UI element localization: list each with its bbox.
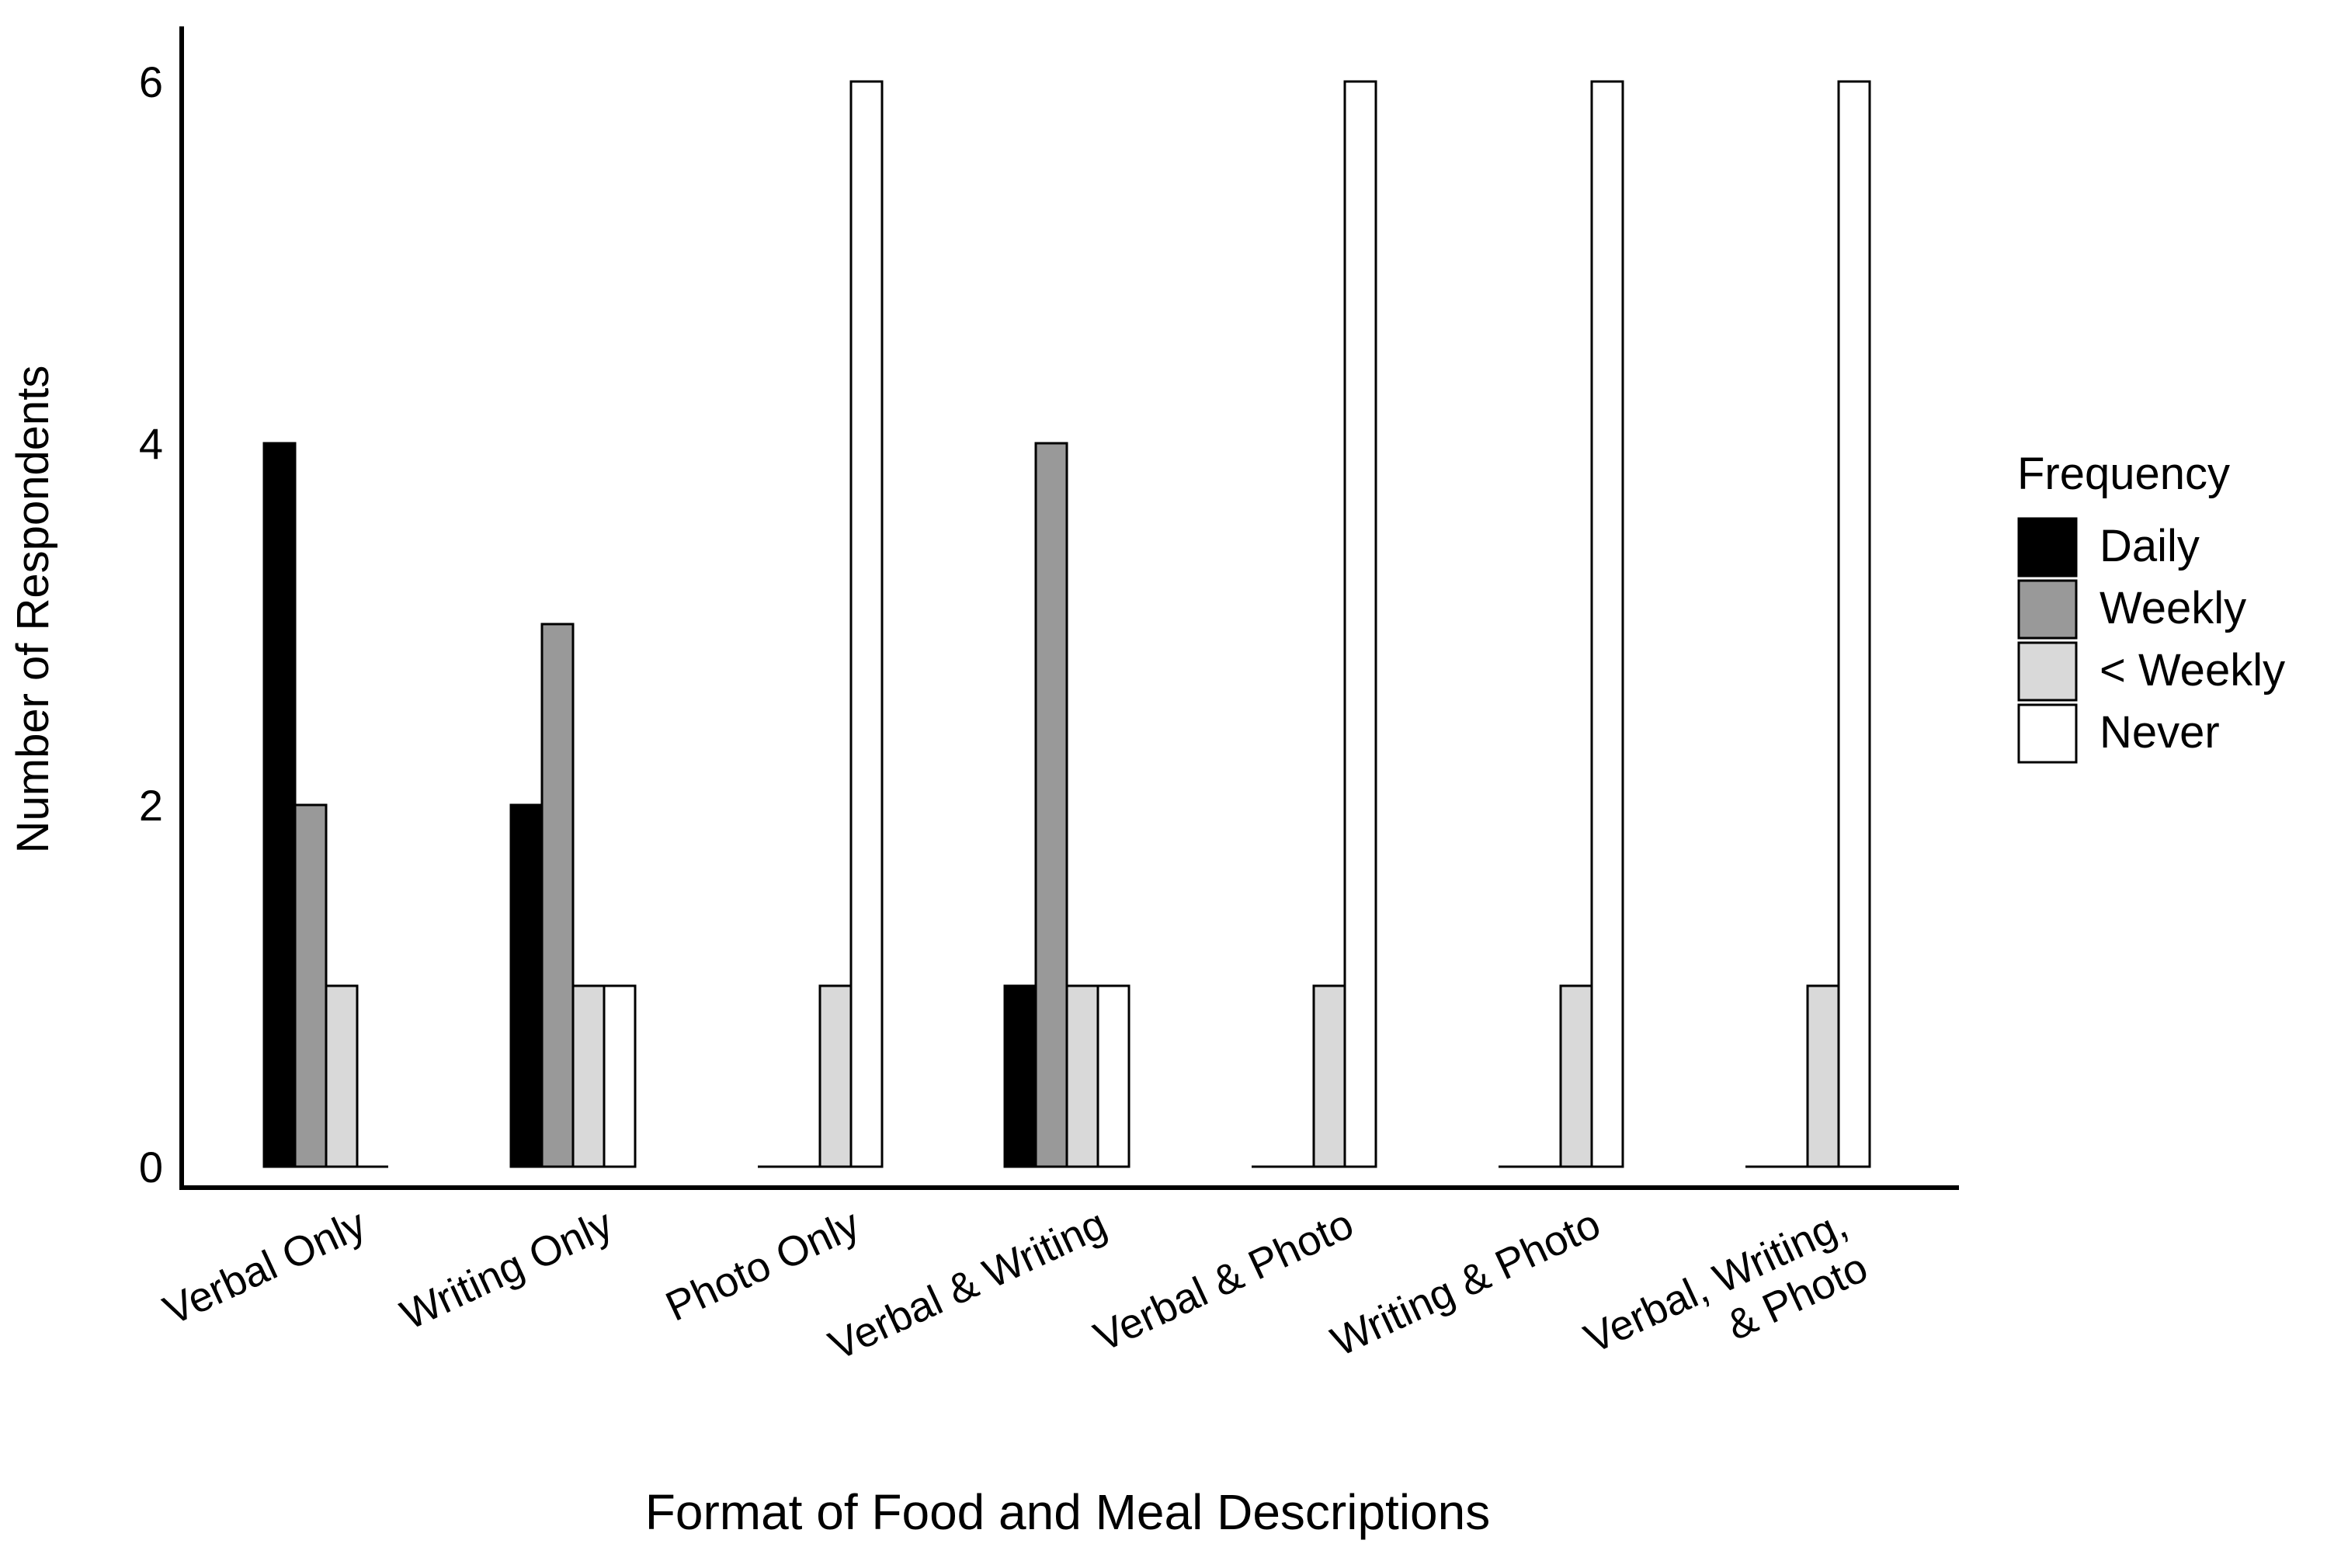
y-tick-label: 2 [139, 781, 163, 830]
x-tick-label: Writing & Photo [1325, 1200, 1607, 1365]
bars-layer [262, 80, 1871, 1168]
bar--weekly-2 [818, 984, 853, 1168]
axes-layer [179, 26, 1959, 1190]
bar-daily-1 [509, 803, 544, 1168]
bar--weekly-4 [1312, 984, 1346, 1168]
legend-swatch [2017, 703, 2078, 764]
x-tick-label: Verbal, Writing,& Photo [1578, 1200, 1875, 1406]
legend-swatch [2017, 579, 2078, 640]
legend-label: < Weekly [2100, 645, 2285, 696]
legend: Frequency Daily Weekly < Weekly Never [2017, 449, 2285, 764]
bar-never-2 [849, 80, 884, 1168]
bar--weekly-0 [325, 984, 359, 1168]
legend-label: Daily [2100, 521, 2200, 571]
legend-items: Daily Weekly < Weekly Never [2017, 517, 2285, 764]
bar-never-1 [603, 984, 637, 1168]
bar-daily-3 [1003, 984, 1037, 1168]
x-tick-label: Writing Only [394, 1200, 620, 1338]
bar-never-4 [1343, 80, 1377, 1168]
bar-weekly-0 [293, 803, 328, 1168]
y-axis-label: Number of Respondents [8, 366, 58, 854]
y-ticks-layer: 0 2 4 6 [139, 57, 163, 1192]
legend-swatch [2017, 641, 2078, 702]
legend-label: Weekly [2100, 583, 2246, 633]
bar--weekly-6 [1806, 984, 1840, 1168]
bar-weekly-3 [1034, 442, 1068, 1168]
bar--weekly-1 [571, 984, 606, 1168]
y-tick-label: 4 [139, 419, 163, 468]
y-tick-label: 0 [139, 1143, 163, 1192]
x-tick-label: Verbal & Writing [822, 1200, 1113, 1369]
y-tick-label: 6 [139, 57, 163, 106]
x-axis-label: Format of Food and Meal Descriptions [645, 1484, 1490, 1540]
x-tick-labels-layer: Verbal Only Writing Only Photo OnlyVerbal … [157, 1200, 1875, 1406]
x-tick-label: Verbal Only [157, 1200, 373, 1334]
x-tick-label: Verbal & Photo [1087, 1200, 1360, 1361]
legend-title: Frequency [2017, 449, 2230, 499]
bar-never-3 [1096, 984, 1131, 1168]
x-tick-label: Photo Only [659, 1200, 867, 1330]
bar-never-6 [1837, 80, 1871, 1168]
bar-daily-0 [262, 442, 297, 1168]
legend-label: Never [2100, 707, 2220, 758]
bar-never-5 [1590, 80, 1624, 1168]
bar--weekly-3 [1065, 984, 1099, 1168]
bar--weekly-5 [1559, 984, 1593, 1168]
bar-weekly-1 [540, 623, 575, 1168]
legend-swatch [2017, 517, 2078, 578]
